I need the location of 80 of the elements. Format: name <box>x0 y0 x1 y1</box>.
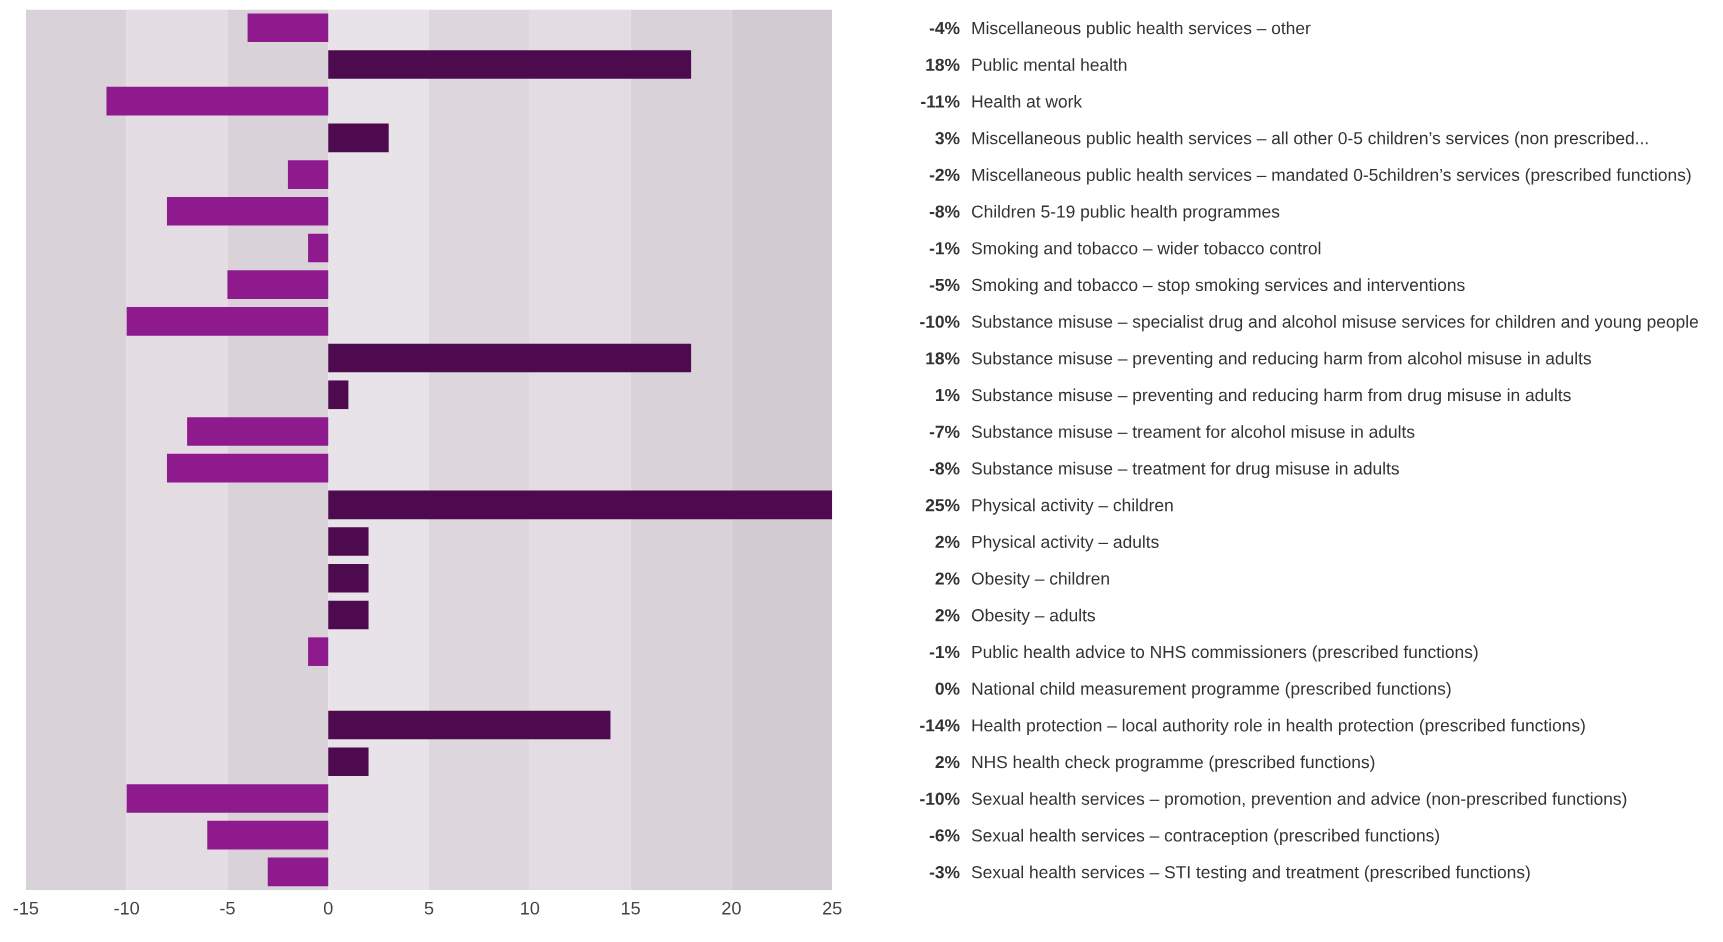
y-tick-label: Physical activity – adults <box>972 535 1159 552</box>
y-tick-label: NHS health check programme (prescribed functions) <box>972 755 1375 772</box>
x-tick-label: 25 <box>823 901 842 915</box>
bar <box>328 380 349 410</box>
y-tick-label: Sexual health services – STI testing and treatment (prescribed functions) <box>971 865 1530 882</box>
bar <box>328 747 369 777</box>
bar <box>166 453 329 483</box>
x-tick-label: 15 <box>621 901 640 915</box>
y-tick-label: Miscellaneous public health services – all other 0-5 children’s services (non prescribed... <box>972 131 1648 148</box>
y-tick-label: Sexual health services – promotion, prevention and advice (non-prescribed functions) <box>971 792 1627 809</box>
bar <box>126 307 329 336</box>
y-tick-label: Physical activity – children <box>972 498 1173 515</box>
x-tick-label: 0 <box>323 901 333 915</box>
x-tick-label: -10 <box>114 901 139 915</box>
bar <box>328 527 369 556</box>
y-tick-label: Miscellaneous public health services – other <box>972 21 1311 38</box>
y-tick-label: Substance misuse – treatment for drug misuse in adults <box>971 461 1399 479</box>
bar <box>328 600 369 630</box>
y-tick-label: Substance misuse – treament for alcohol misuse in adults <box>971 425 1415 438</box>
x-tick-label: 10 <box>521 901 540 915</box>
x-tick-label: -5 <box>220 901 235 915</box>
data-label: -6% <box>929 829 960 842</box>
y-tick-label: Smoking and tobacco – wider tobacco control <box>971 241 1321 258</box>
data-label: -1% <box>929 242 960 255</box>
data-label: -10% <box>920 315 960 328</box>
data-label: 18% <box>926 58 960 71</box>
y-tick-label: Miscellaneous public health services – mandated 0-5children’s services (prescribed functions) <box>972 168 1691 185</box>
data-label: 2% <box>935 572 960 585</box>
data-label: -4% <box>929 21 960 35</box>
bar <box>328 563 369 593</box>
data-label: -3% <box>929 866 960 879</box>
data-label: 1% <box>935 388 960 402</box>
data-label: -8% <box>929 462 960 475</box>
data-label: 2% <box>935 609 960 622</box>
y-tick-label: Health protection – local authority role in health protection (prescribed functions) <box>972 718 1585 735</box>
data-label: 25% <box>925 499 960 512</box>
data-label: -5% <box>929 278 960 292</box>
y-tick-label: Substance misuse – preventing and reducing harm from drug misuse in adults <box>971 388 1571 405</box>
data-label: 2% <box>935 535 960 548</box>
y-tick-label: National child measurement programme (prescribed functions) <box>972 682 1451 699</box>
y-tick-label: Obesity – adults <box>971 608 1095 625</box>
bar <box>166 196 329 226</box>
data-label: 3% <box>935 132 960 145</box>
bar <box>267 857 329 887</box>
bar <box>328 710 611 740</box>
data-label: -11% <box>921 95 960 108</box>
y-tick-label: Smoking and tobacco – stop smoking services and interventions <box>971 278 1465 295</box>
bar <box>227 270 329 299</box>
y-tick-label: Sexual health services – contraception (prescribed functions) <box>971 828 1440 846</box>
x-tick-label: 5 <box>424 901 434 915</box>
x-tick-label: 20 <box>722 901 741 915</box>
data-label: -7% <box>929 425 960 438</box>
data-label: 18% <box>926 352 960 365</box>
bar <box>247 13 329 43</box>
bar <box>328 490 833 520</box>
data-label: -8% <box>929 205 960 218</box>
y-tick-label: Health at work <box>972 94 1083 108</box>
bar <box>187 417 329 446</box>
y-tick-label: Obesity – children <box>971 571 1109 589</box>
data-label: 2% <box>935 755 960 769</box>
bar <box>126 784 329 813</box>
data-label: 0% <box>935 682 960 695</box>
data-label: -2% <box>929 168 960 181</box>
y-tick-label: Substance misuse – specialist drug and alcohol misuse services for children and young people <box>971 315 1698 332</box>
bar <box>308 233 329 263</box>
bar <box>106 86 329 116</box>
bar <box>308 637 329 666</box>
data-label: -1% <box>929 645 960 659</box>
bar <box>328 123 389 153</box>
bar <box>287 160 329 189</box>
x-tick-label: -15 <box>13 901 39 915</box>
y-tick-label: Children 5-19 public health programmes <box>971 204 1280 222</box>
y-tick-label: Public health advice to NHS commissioners (prescribed functions) <box>972 645 1478 662</box>
bar <box>207 820 329 850</box>
text: -14% <box>920 719 960 732</box>
bar <box>328 343 692 373</box>
y-tick-label: Public mental health <box>972 58 1127 71</box>
bar <box>328 50 692 79</box>
y-tick-label: Substance misuse – preventing and reducing harm from alcohol misuse in adults <box>971 351 1591 368</box>
data-label: -10% <box>920 792 960 805</box>
